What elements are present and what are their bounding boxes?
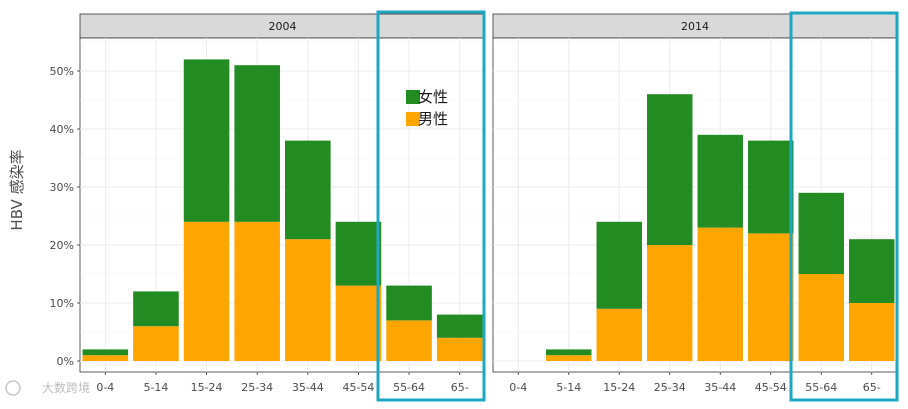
watermark-logo-icon bbox=[5, 380, 21, 396]
bar-女性-55-64 bbox=[386, 285, 432, 321]
y-axis-label: HBV 感染率 bbox=[8, 149, 26, 230]
x-tick-label: 15-24 bbox=[603, 381, 635, 394]
bar-女性-25-34 bbox=[647, 94, 693, 245]
bar-女性-35-44 bbox=[697, 134, 743, 228]
bar-男性-45-54 bbox=[335, 285, 382, 361]
bar-男性-5-14 bbox=[133, 326, 179, 361]
highlight-box-2004 bbox=[376, 10, 486, 402]
x-tick-label: 55-64 bbox=[805, 381, 837, 394]
legend-label-男性: 男性 bbox=[418, 110, 448, 128]
bar-男性-65- bbox=[849, 303, 895, 361]
x-tick-label: 0-4 bbox=[96, 381, 114, 394]
facet-strip-title: 2014 bbox=[681, 20, 709, 33]
legend-key-女性 bbox=[406, 90, 420, 104]
x-tick-label: 0-4 bbox=[509, 381, 527, 394]
x-tick-label: 25-34 bbox=[654, 381, 686, 394]
bar-女性-35-44 bbox=[285, 140, 331, 240]
x-tick-label: 25-34 bbox=[241, 381, 273, 394]
bar-男性-65- bbox=[436, 337, 483, 361]
bar-女性-15-24 bbox=[183, 59, 230, 222]
y-tick-label: 30% bbox=[50, 181, 74, 194]
x-tick-label: 35-44 bbox=[704, 381, 736, 394]
legend-key-男性 bbox=[406, 112, 420, 126]
bar-男性-15-24 bbox=[183, 221, 230, 361]
facet-strip bbox=[79, 13, 486, 39]
bar-女性-0-4 bbox=[82, 349, 129, 356]
panel-2014: 2014 0-4 5-14 15-24 25-34 35-44 45-54 55-64 65- bbox=[492, 13, 898, 394]
bar-女性-55-64 bbox=[798, 192, 844, 274]
bar-男性-35-44 bbox=[697, 227, 743, 361]
x-tick-label: 45-54 bbox=[755, 381, 787, 394]
facet-strip-title: 2004 bbox=[269, 20, 297, 33]
y-tick-label: 20% bbox=[50, 239, 74, 252]
bar-女性-5-14 bbox=[133, 291, 179, 327]
bar-男性-25-34 bbox=[647, 245, 693, 361]
bars bbox=[546, 94, 895, 361]
y-tick-label: 40% bbox=[50, 123, 74, 136]
bar-女性-15-24 bbox=[596, 221, 642, 309]
facet-strip bbox=[492, 13, 898, 39]
bar-女性-25-34 bbox=[234, 65, 280, 222]
x-axis: 0-4 5-14 15-24 25-34 35-44 45-54 55-64 65- bbox=[96, 372, 469, 394]
watermark: 大数跨境 bbox=[5, 380, 90, 396]
bar-男性-25-34 bbox=[234, 221, 280, 361]
bar-女性-5-14 bbox=[546, 349, 592, 356]
x-tick-label: 65- bbox=[451, 381, 469, 394]
bar-女性-45-54 bbox=[335, 221, 382, 286]
x-tick-label: 55-64 bbox=[393, 381, 425, 394]
x-axis: 0-4 5-14 15-24 25-34 35-44 45-54 55-64 65- bbox=[509, 372, 881, 394]
bar-女性-65- bbox=[436, 314, 483, 338]
x-tick-label: 5-14 bbox=[143, 381, 168, 394]
bar-男性-5-14 bbox=[546, 355, 592, 361]
panel-2004: 2004 0-4 5-14 15-24 25-34 35-44 45-54 55-64 65- bbox=[79, 13, 486, 394]
y-tick-label: 10% bbox=[50, 297, 74, 310]
bar-男性-55-64 bbox=[798, 274, 844, 361]
bars bbox=[82, 59, 483, 361]
x-tick-label: 35-44 bbox=[292, 381, 324, 394]
y-tick-label: 0% bbox=[57, 355, 74, 368]
x-tick-label: 45-54 bbox=[342, 381, 374, 394]
bar-男性-0-4 bbox=[82, 355, 129, 361]
bar-男性-55-64 bbox=[386, 320, 432, 361]
bar-女性-45-54 bbox=[748, 140, 794, 234]
bar-男性-45-54 bbox=[748, 233, 794, 361]
x-tick-label: 5-14 bbox=[556, 381, 581, 394]
y-tick-label: 50% bbox=[50, 65, 74, 78]
highlight-box-2014 bbox=[789, 11, 899, 402]
x-tick-label: 15-24 bbox=[191, 381, 223, 394]
bar-女性-65- bbox=[849, 239, 895, 303]
bar-男性-15-24 bbox=[596, 308, 642, 361]
watermark-text: 大数跨境 bbox=[42, 380, 90, 395]
bar-男性-35-44 bbox=[285, 239, 331, 361]
legend-label-女性: 女性 bbox=[418, 88, 448, 106]
x-tick-label: 65- bbox=[863, 381, 881, 394]
